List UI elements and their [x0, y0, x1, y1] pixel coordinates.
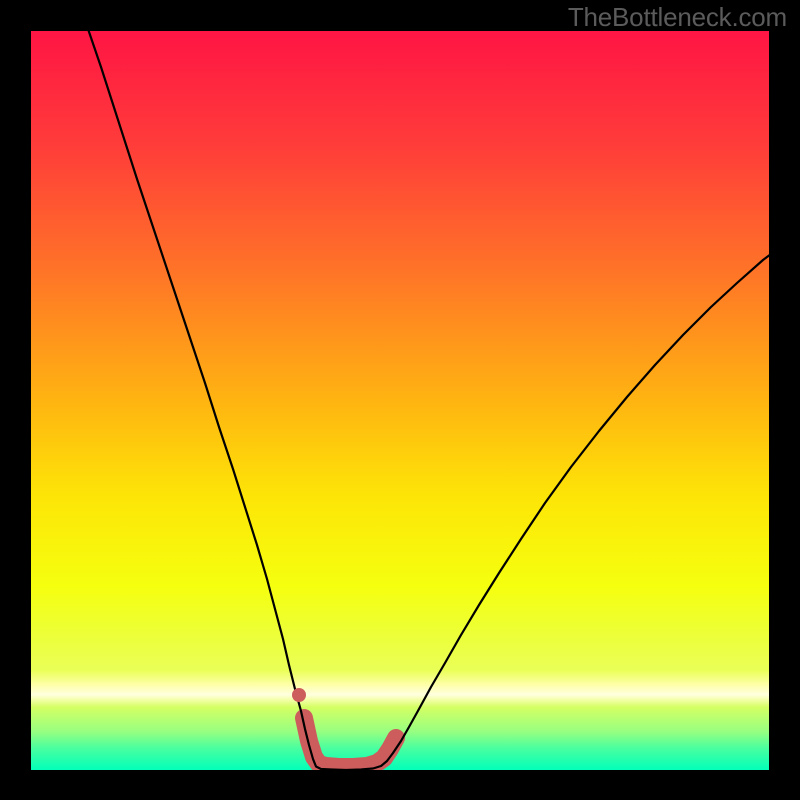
watermark-text: TheBottleneck.com	[568, 2, 787, 33]
gradient-background	[31, 31, 769, 770]
plot-area	[31, 31, 769, 770]
